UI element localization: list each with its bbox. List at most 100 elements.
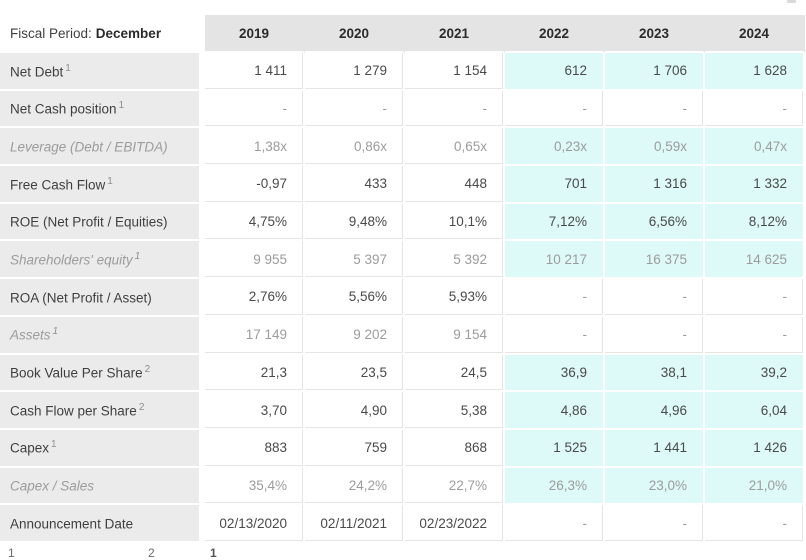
cell-value: 0,47x: [705, 128, 805, 167]
footnote-ref: 1: [52, 326, 59, 338]
cell-value: 1 332: [705, 166, 805, 204]
cell-value: -: [605, 316, 705, 355]
cell-value: -: [705, 316, 805, 355]
footnote-ref: 1: [107, 175, 113, 187]
footnote-ref: 2: [144, 364, 151, 376]
row-label: Assets 1: [0, 316, 205, 355]
cell-value: 1 279: [305, 53, 405, 91]
cell-value: 23,0%: [605, 467, 705, 506]
cell-value: -: [605, 505, 705, 543]
table-row-net-debt: Net Debt 1 1 411 1 279 1 154 612 1 706 1 …: [0, 53, 805, 91]
table-header-row: Fiscal Period: December 2019 2020 2021 20…: [0, 15, 805, 53]
cell-value: 24,2%: [305, 467, 405, 506]
year-header-2023: 2023: [605, 15, 705, 53]
cell-value: 16 375: [605, 241, 705, 280]
cell-value: 883: [205, 429, 305, 468]
cell-value: -: [505, 505, 605, 543]
cell-value: 6,56%: [605, 203, 705, 242]
cell-value: 433: [305, 166, 405, 204]
table-row-assets: Assets 1 17 149 9 202 9 154 - - -: [0, 316, 805, 355]
cell-value: -0,97: [205, 166, 305, 204]
cell-value: 612: [505, 53, 605, 91]
cell-value: 4,90: [305, 392, 405, 430]
year-header-2022: 2022: [505, 15, 605, 53]
footnote-ref: 2: [138, 401, 145, 413]
cell-value: -: [605, 279, 705, 317]
table-row-cash-flow-per-share: Cash Flow per Share 2 3,70 4,90 5,38 4,86…: [0, 392, 805, 430]
cell-value: 8,12%: [705, 203, 805, 242]
cell-value: 5,38: [405, 392, 505, 430]
row-label: Net Cash position 1: [0, 90, 205, 129]
cell-value: -: [205, 90, 305, 129]
cell-value: 1 628: [705, 53, 805, 91]
cell-value: 4,86: [505, 392, 605, 430]
cell-value: 21,0%: [705, 467, 805, 506]
cell-value: -: [505, 90, 605, 129]
year-header-2020: 2020: [305, 15, 405, 53]
year-header-2019: 2019: [205, 15, 305, 53]
row-label: Capex / Sales: [0, 467, 205, 506]
cell-value: 1 154: [405, 53, 505, 91]
row-label: ROA (Net Profit / Asset): [0, 279, 205, 317]
table-row-capex-sales: Capex / Sales 35,4% 24,2% 22,7% 26,3% 23…: [0, 467, 805, 506]
cell-value: -: [505, 316, 605, 355]
cell-value: 6,04: [705, 392, 805, 430]
cell-value: -: [605, 90, 705, 129]
cell-value: 1 426: [705, 429, 805, 468]
row-label: Leverage (Debt / EBITDA): [0, 128, 205, 167]
cell-value: -: [705, 279, 805, 317]
cell-value: 701: [505, 166, 605, 204]
cell-value: 14 625: [705, 241, 805, 280]
row-label: Announcement Date: [0, 505, 205, 543]
cell-value: 1 411: [205, 53, 305, 91]
row-label: Capex 1: [0, 429, 205, 468]
cell-value: 448: [405, 166, 505, 204]
cell-value: 17 149: [205, 316, 305, 355]
cell-value: 0,86x: [305, 128, 405, 167]
cell-value: 0,23x: [505, 128, 605, 167]
cell-value: 0,59x: [605, 128, 705, 167]
footnote-fragment: 1: [8, 546, 15, 560]
cell-value: -: [505, 279, 605, 317]
cell-value: -: [705, 505, 805, 543]
cell-value: 759: [305, 429, 405, 468]
cell-value: 5,93%: [405, 279, 505, 317]
cell-value: 9,48%: [305, 203, 405, 242]
cell-value: 02/13/2020: [205, 505, 305, 543]
cell-value: 9 202: [305, 316, 405, 355]
footnote-ref: 1: [65, 62, 71, 74]
row-label: Cash Flow per Share 2: [0, 392, 205, 430]
footnote-fragment: 2: [148, 546, 155, 560]
row-label: ROE (Net Profit / Equities): [0, 203, 205, 242]
table-row-roa: ROA (Net Profit / Asset) 2,76% 5,56% 5,9…: [0, 279, 805, 317]
cell-value: 4,75%: [205, 203, 305, 242]
table-row-net-cash-position: Net Cash position 1 - - - - - -: [0, 90, 805, 129]
cell-value: 10,1%: [405, 203, 505, 242]
table-row-book-value-per-share: Book Value Per Share 2 21,3 23,5 24,5 36,…: [0, 354, 805, 393]
cell-value: -: [305, 90, 405, 129]
cell-value: 4,96: [605, 392, 705, 430]
cell-value: 35,4%: [205, 467, 305, 506]
cell-value: 02/11/2021: [305, 505, 405, 543]
footnote-ref: 1: [118, 100, 125, 112]
cell-value: 7,12%: [505, 203, 605, 242]
fiscal-period-label: Fiscal Period:: [10, 25, 92, 41]
cell-value: 02/23/2022: [405, 505, 505, 543]
year-header-2021: 2021: [405, 15, 505, 53]
row-label: Book Value Per Share 2: [0, 354, 205, 393]
cell-value: -: [405, 90, 505, 129]
cell-value: 9 154: [405, 316, 505, 355]
cropped-ui-fragment: [787, 0, 796, 3]
footnote-ref: 1: [51, 439, 57, 451]
cell-value: 38,1: [605, 354, 705, 393]
cell-value: 1,38x: [205, 128, 305, 167]
cell-value: 5 392: [405, 241, 505, 280]
table-row-free-cash-flow: Free Cash Flow 1 -0,97 433 448 701 1 316 …: [0, 166, 805, 204]
row-label: Shareholders' equity 1: [0, 241, 205, 280]
table-row-leverage: Leverage (Debt / EBITDA) 1,38x 0,86x 0,6…: [0, 128, 805, 167]
cell-value: 1 441: [605, 429, 705, 468]
cell-value: 0,65x: [405, 128, 505, 167]
table-row-roe: ROE (Net Profit / Equities) 4,75% 9,48% …: [0, 203, 805, 242]
table-row-shareholders-equity: Shareholders' equity 1 9 955 5 397 5 392 …: [0, 241, 805, 280]
